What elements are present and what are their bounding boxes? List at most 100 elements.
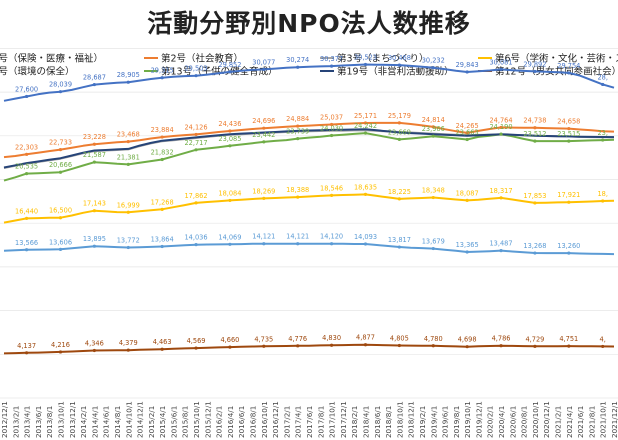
data-label: 27,600 <box>15 85 38 93</box>
data-point <box>465 345 469 349</box>
data-label: 4,137 <box>17 342 36 350</box>
data-label: 24,884 <box>286 115 309 123</box>
data-label: 14,069 <box>218 233 241 241</box>
data-label: 4,698 <box>458 336 477 344</box>
series-line <box>3 343 615 355</box>
data-label: 20,666 <box>49 161 72 169</box>
data-label: 24,658 <box>557 118 580 126</box>
data-point <box>431 246 435 251</box>
data-label: 25,179 <box>388 112 411 120</box>
data-label: 13,365 <box>456 241 479 249</box>
data-point <box>262 67 266 71</box>
data-label: 24,126 <box>184 123 207 131</box>
data-label: 24,190 <box>489 123 512 131</box>
data-point <box>262 126 266 130</box>
x-tick-label: 2019/8/1 <box>452 406 461 438</box>
data-label: 14,121 <box>252 233 275 241</box>
data-label: 18,087 <box>456 189 479 197</box>
data-label: 14,121 <box>286 233 309 241</box>
data-point <box>194 148 198 152</box>
data-point <box>431 195 435 200</box>
legend-item: 第1号（保険・医療・福祉） <box>0 53 103 65</box>
x-tick-label: 2015/4/1 <box>158 406 167 438</box>
data-label: 4,776 <box>288 335 307 343</box>
series-line <box>3 132 615 182</box>
data-label: 4,569 <box>187 337 206 345</box>
data-point <box>363 242 368 246</box>
data-point <box>92 244 96 248</box>
data-point <box>58 170 63 174</box>
data-point <box>567 251 571 255</box>
data-label: 18,635 <box>354 183 377 191</box>
x-tick-label: 2013/12/1 <box>68 401 77 438</box>
series-line <box>3 121 615 159</box>
data-label: 17,853 <box>523 192 546 200</box>
data-label: 25,171 <box>354 112 377 120</box>
data-label: 30,081 <box>489 58 512 66</box>
data-label: 18,348 <box>422 187 445 195</box>
data-label: 13,566 <box>15 239 38 247</box>
x-tick-label: 2018/2/1 <box>350 406 359 438</box>
data-point <box>329 64 334 68</box>
data-label: 24,436 <box>218 120 241 128</box>
data-point <box>160 76 164 80</box>
data-label: 4,805 <box>390 335 409 343</box>
x-tick-label: 2018/6/1 <box>373 406 382 438</box>
legend-label: 第1号（保険・医療・福祉） <box>0 53 103 65</box>
data-label: 25,037 <box>320 113 343 121</box>
x-tick-label: 2012/12/1 <box>0 401 9 438</box>
data-label: 30,377 <box>320 55 343 63</box>
x-tick-label: 2016/2/1 <box>215 406 224 438</box>
x-tick-label: 2016/10/1 <box>260 401 269 438</box>
data-label: 29,892 <box>523 60 546 68</box>
data-label: 23,966 <box>422 125 445 133</box>
data-point <box>465 198 469 202</box>
data-point <box>92 348 96 353</box>
series-line <box>3 242 615 256</box>
x-tick-label: 2018/12/1 <box>407 401 416 438</box>
data-label: 23,228 <box>83 133 106 141</box>
data-point <box>194 201 198 205</box>
x-tick-label: 2018/10/1 <box>395 401 404 438</box>
data-point <box>533 344 537 348</box>
data-point <box>228 242 232 246</box>
data-point <box>329 133 334 138</box>
data-point <box>194 346 198 350</box>
data-point <box>363 192 368 197</box>
data-label: 30,468 <box>388 54 411 62</box>
data-label: 13,772 <box>117 237 140 245</box>
x-tick-label: 2017/4/1 <box>294 406 303 438</box>
data-label: 14,036 <box>184 234 207 242</box>
data-label: 24,738 <box>523 117 546 125</box>
x-tick-label: 2021/8/1 <box>587 406 596 438</box>
data-label: 24,814 <box>422 116 445 124</box>
data-label: 17,921 <box>557 191 580 199</box>
data-label: 18,225 <box>388 188 411 196</box>
data-point <box>228 70 232 74</box>
x-tick-label: 2021/4/1 <box>565 406 574 438</box>
data-label: 17,143 <box>83 200 106 208</box>
data-point <box>262 344 266 348</box>
data-point <box>397 63 401 67</box>
data-point <box>228 345 232 349</box>
data-label: 29,754 <box>557 62 580 70</box>
data-label: 4,735 <box>254 335 273 343</box>
series-lines <box>3 63 615 355</box>
data-point <box>533 69 537 74</box>
data-label: 4, <box>600 335 606 343</box>
x-tick-label: 2019/2/1 <box>418 406 427 438</box>
data-point <box>228 129 232 133</box>
x-tick-label: 2017/8/1 <box>316 406 325 438</box>
data-point <box>329 343 334 347</box>
data-label: 4,751 <box>559 335 578 343</box>
x-tick-label: 2014/8/1 <box>113 406 122 438</box>
data-point <box>24 248 29 252</box>
data-label: 4,780 <box>424 335 443 343</box>
x-tick-label: 2017/12/1 <box>339 401 348 438</box>
data-label: 24,764 <box>489 116 512 124</box>
data-point <box>499 249 503 253</box>
data-point <box>431 344 435 348</box>
data-label: 13,268 <box>523 242 546 250</box>
legend-item: 第13号（子供の健全育成） <box>144 66 278 78</box>
x-tick-label: 2018/8/1 <box>384 406 393 438</box>
